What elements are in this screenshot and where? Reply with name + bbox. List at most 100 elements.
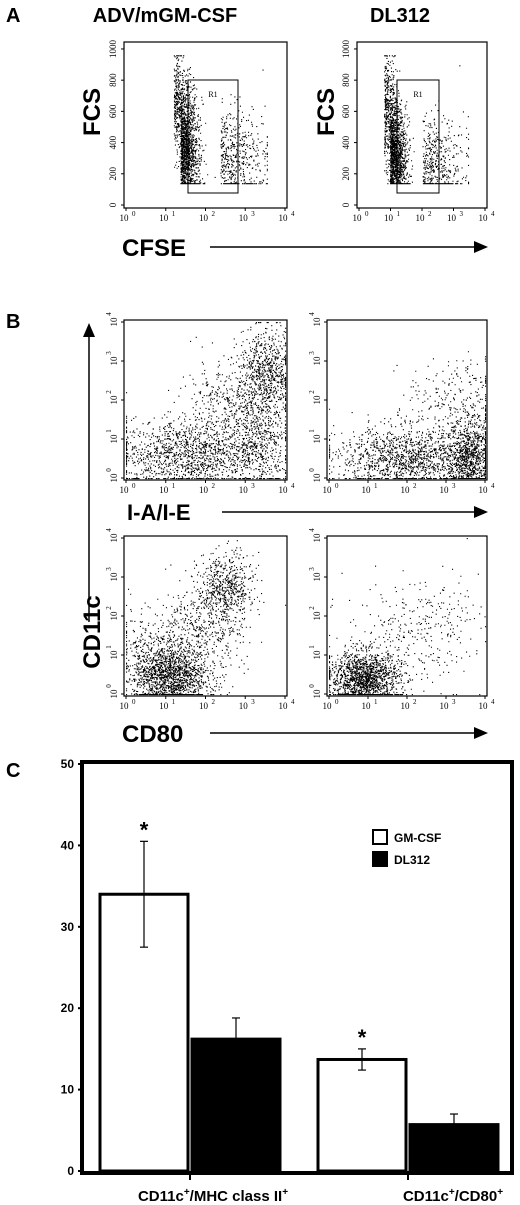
gate-r1-label: R1 (413, 90, 422, 99)
panel-b-y-arrowhead (83, 323, 95, 337)
x-tick-exponent: 0 (132, 482, 136, 490)
y-tick-label: 0 (67, 1164, 74, 1178)
x-tick-label: 10 (479, 485, 489, 495)
x-tick-label: 10 (479, 701, 489, 711)
x-tick-exponent: 3 (251, 482, 255, 490)
event-dots (384, 55, 470, 185)
x-tick-label: 10 (199, 213, 209, 223)
y-tick-label: 10 (109, 611, 119, 621)
panel-a-y-label-right: FCS (313, 88, 340, 136)
y-tick-label: 10 (312, 434, 322, 444)
y-tick-label: 400 (341, 135, 351, 149)
x-tick-exponent: 0 (335, 698, 339, 706)
x-tick-label: 10 (279, 213, 289, 223)
y-tick-exponent: 0 (308, 684, 316, 688)
panel-a-title-left: ADV/mGM-CSF (93, 5, 237, 27)
significance-marker: * (358, 1025, 367, 1050)
x-tick-label: 10 (323, 701, 333, 711)
y-tick-exponent: 1 (105, 645, 113, 649)
y-tick-label: 10 (109, 689, 119, 699)
panel-b-x-arrowhead-bottom (474, 727, 488, 739)
gate-r1 (396, 79, 440, 194)
x-tick-label: 10 (279, 485, 289, 495)
x-tick-label: 10 (323, 485, 333, 495)
x-tick-label: 10 (401, 485, 411, 495)
x-tick-exponent: 1 (374, 698, 378, 706)
x-tick-exponent: 0 (365, 210, 369, 218)
y-tick-exponent: 3 (105, 351, 113, 355)
y-tick-label: 600 (341, 104, 351, 118)
x-tick-exponent: 1 (172, 210, 176, 218)
y-tick-exponent: 3 (308, 351, 316, 355)
y-tick-label: 20 (61, 1001, 75, 1015)
y-tick-exponent: 0 (308, 468, 316, 472)
y-tick-exponent: 0 (105, 684, 113, 688)
x-tick-exponent: 2 (212, 698, 216, 706)
y-tick-label: 10 (109, 650, 119, 660)
x-tick-exponent: 1 (397, 210, 401, 218)
x-tick-label: 10 (239, 213, 249, 223)
panel-a-x-label: CFSE (122, 235, 186, 262)
event-dots (126, 322, 287, 480)
panel-letter-b: B (6, 311, 20, 333)
x-tick-exponent: 2 (212, 210, 216, 218)
x-tick-label: 10 (353, 213, 363, 223)
x-tick-label: 10 (239, 701, 249, 711)
y-tick-exponent: 2 (308, 390, 316, 394)
x-tick-exponent: 3 (460, 210, 464, 218)
bar-dl312-0 (190, 1037, 282, 1173)
category-label: CD11c+/MHC class II+ (138, 1187, 288, 1205)
panel-letter-c: C (6, 760, 20, 782)
y-tick-exponent: 2 (105, 390, 113, 394)
panel-b-x-arrowhead-top (474, 506, 488, 518)
panel-b-y-label: CD11c (79, 595, 106, 668)
x-tick-label: 10 (362, 485, 372, 495)
event-dots (329, 351, 487, 480)
y-tick-label: 10 (312, 356, 322, 366)
y-tick-exponent: 1 (308, 645, 316, 649)
x-tick-exponent: 4 (491, 482, 495, 490)
x-tick-exponent: 4 (291, 210, 295, 218)
bar-chart: 0 10 20 30 40 50 * CD11c+/MHC class II+ * CD11c+/… (61, 757, 504, 1205)
y-tick-label: 10 (312, 317, 322, 327)
x-tick-label: 10 (120, 485, 130, 495)
panel-b-x-label-top: I-A/I-E (127, 500, 191, 525)
plot-frame (356, 41, 488, 209)
category-label: CD11c+/CD80+ (403, 1187, 503, 1205)
event-dots (329, 538, 487, 696)
y-tick-exponent: 2 (105, 606, 113, 610)
y-tick-label: 10 (312, 473, 322, 483)
x-tick-label: 10 (199, 485, 209, 495)
event-dots (126, 540, 287, 696)
panel-a-title-right: DL312 (370, 5, 430, 27)
x-tick-exponent: 4 (491, 698, 495, 706)
panel-letter-a: A (6, 5, 20, 27)
y-tick-label: 0 (341, 202, 351, 207)
y-tick-label: 10 (109, 434, 119, 444)
x-tick-label: 10 (159, 701, 169, 711)
y-tick-exponent: 2 (308, 606, 316, 610)
y-tick-label: 40 (61, 838, 75, 852)
y-tick-label: 800 (341, 73, 351, 87)
x-tick-exponent: 2 (212, 482, 216, 490)
y-tick-label: 800 (108, 73, 118, 87)
x-tick-exponent: 3 (452, 698, 456, 706)
x-tick-exponent: 0 (132, 698, 136, 706)
y-tick-label: 1000 (108, 39, 118, 58)
y-tick-label: 10 (312, 689, 322, 699)
panel-b-x-label-bottom: CD80 (122, 721, 183, 748)
x-tick-label: 10 (401, 701, 411, 711)
x-tick-label: 10 (384, 213, 394, 223)
legend-label: DL312 (394, 853, 430, 867)
x-tick-label: 10 (159, 213, 169, 223)
y-tick-label: 10 (109, 533, 119, 543)
x-tick-exponent: 2 (413, 482, 417, 490)
y-tick-label: 50 (61, 757, 75, 771)
bar-gm-csf-1 (316, 1057, 408, 1173)
x-tick-label: 10 (362, 701, 372, 711)
gate-r1 (187, 79, 239, 194)
y-tick-label: 1000 (341, 39, 351, 58)
y-tick-label: 10 (109, 395, 119, 405)
x-tick-label: 10 (440, 485, 450, 495)
